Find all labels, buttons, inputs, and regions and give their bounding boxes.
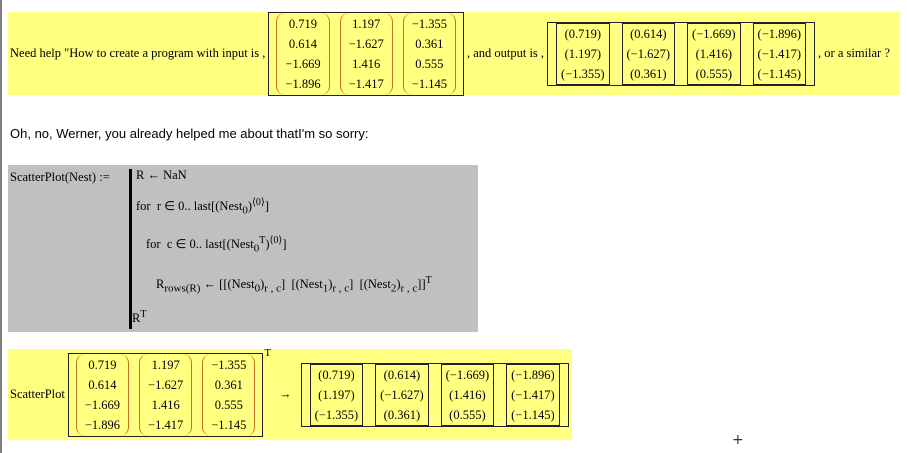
program-definition: ScatterPlot(Nest) := bbox=[10, 170, 110, 184]
matrix-cell: (−1.145) bbox=[757, 66, 802, 81]
matrix-cell: (−1.417) bbox=[757, 46, 802, 61]
output-nested-vector: (0.719) (1.197) (−1.355) bbox=[556, 22, 610, 85]
input-column-vector: 0.719 0.614 −1.669 −1.896 bbox=[276, 12, 330, 95]
matrix-cell: (−1.627) bbox=[626, 46, 671, 61]
program-line: R ← NaN bbox=[136, 168, 187, 182]
output-matrix: (0.719) (1.197) (−1.355) (0.614) (−1.627) (0.… bbox=[547, 21, 816, 86]
matrix-cell: −1.669 bbox=[285, 56, 321, 71]
matrix-cell: 0.614 bbox=[88, 377, 117, 392]
input-column-vector: −1.355 0.361 0.555 −1.145 bbox=[402, 12, 456, 95]
output-nested-vector: (−1.669) (1.416) (0.555) bbox=[687, 22, 741, 85]
output-nested-vector: (−1.896) (−1.417) (−1.145) bbox=[506, 363, 560, 426]
matrix-cell: (0.555) bbox=[449, 407, 486, 422]
program-region[interactable]: ScatterPlot(Nest) := R ← NaN for r ∈ 0..… bbox=[8, 165, 478, 332]
matrix-cell: 1.197 bbox=[352, 16, 381, 31]
matrix-cell: (−1.896) bbox=[511, 367, 555, 382]
matrix-cell: (−1.669) bbox=[445, 367, 490, 382]
matrix-cell: (1.197) bbox=[564, 46, 602, 61]
symbolic-arrow: → bbox=[279, 387, 292, 401]
matrix-cell: −1.896 bbox=[285, 76, 321, 91]
matrix-cell: (−1.627) bbox=[380, 387, 424, 402]
program-line: for c ∈ 0.. last[(Nest0T)⟨0⟩] bbox=[146, 235, 287, 255]
matrix-cell: 0.361 bbox=[214, 377, 243, 392]
input-matrix: 0.719 0.614 −1.669 −1.896 1.197 −1.627 1.416 −1… bbox=[268, 11, 464, 96]
output-matrix: (0.719) (1.197) (−1.355) (0.614) (−1.627) (0.… bbox=[300, 362, 569, 427]
program-line: Rrows(R) ← [[(Nest0)r , c] [(Nest1)r , c… bbox=[156, 275, 432, 295]
matrix-cell: (0.361) bbox=[383, 407, 421, 422]
question-middle: , and output is , bbox=[466, 46, 545, 60]
matrix-cell: −1.896 bbox=[84, 417, 121, 432]
program-line: RT bbox=[132, 309, 147, 326]
matrix-cell: −1.355 bbox=[211, 357, 247, 372]
matrix-cell: (0.361) bbox=[630, 66, 667, 81]
matrix-cell: (0.614) bbox=[630, 26, 667, 41]
window-edge bbox=[0, 0, 2, 453]
matrix-cell: 0.719 bbox=[88, 357, 117, 372]
input-column-vector: 0.719 0.614 −1.669 −1.896 bbox=[75, 353, 130, 436]
transpose-symbol: T bbox=[264, 347, 272, 359]
matrix-cell: −1.145 bbox=[411, 76, 447, 91]
matrix-cell: −1.145 bbox=[211, 417, 247, 432]
question-suffix: , or a similar ? bbox=[818, 46, 890, 60]
matrix-cell: (−1.417) bbox=[511, 387, 555, 402]
matrix-cell: (−1.669) bbox=[692, 26, 736, 41]
matrix-cell: (−1.355) bbox=[314, 407, 359, 422]
matrix-cell: (−1.355) bbox=[561, 66, 605, 81]
matrix-cell: −1.355 bbox=[411, 16, 447, 31]
input-column-vector: 1.197 −1.627 1.416 −1.417 bbox=[139, 353, 193, 436]
matrix-cell: 0.361 bbox=[415, 36, 444, 51]
output-nested-vector: (0.719) (1.197) (−1.355) bbox=[309, 363, 364, 426]
matrix-cell: (0.719) bbox=[564, 26, 602, 41]
program-body: R ← NaN for r ∈ 0.. last[(Nest0)⟨0⟩] for… bbox=[129, 168, 432, 329]
program-line: for r ∈ 0.. last[(Nest0)⟨0⟩] bbox=[136, 197, 270, 217]
note-text[interactable]: Oh, no, Werner, you already helped me ab… bbox=[10, 126, 369, 141]
evaluation-region[interactable]: ScatterPlot 0.719 0.614 −1.669 −1.896 1.197 −… bbox=[8, 347, 572, 440]
output-nested-vector: (−1.896) (−1.417) (−1.145) bbox=[752, 22, 807, 85]
output-nested-vector: (0.614) (−1.627) (0.361) bbox=[621, 22, 676, 85]
matrix-cell: (1.416) bbox=[695, 46, 733, 61]
matrix-cell: 0.719 bbox=[288, 16, 318, 31]
question-region[interactable]: Need help "How to create a program with … bbox=[8, 11, 900, 96]
matrix-cell: −1.669 bbox=[84, 397, 121, 412]
crosshair-cursor-icon: + bbox=[732, 432, 744, 448]
matrix-cell: (1.197) bbox=[318, 387, 355, 402]
matrix-cell: 1.197 bbox=[151, 357, 180, 372]
matrix-cell: (1.416) bbox=[449, 387, 486, 402]
matrix-cell: −1.627 bbox=[348, 36, 384, 51]
matrix-cell: (0.555) bbox=[695, 66, 733, 81]
input-matrix: 0.719 0.614 −1.669 −1.896 1.197 −1.627 1.416 −1… bbox=[67, 352, 264, 437]
input-column-vector: 1.197 −1.627 1.416 −1.417 bbox=[339, 12, 393, 95]
matrix-cell: 0.614 bbox=[288, 36, 318, 51]
question-prefix: Need help "How to create a program with … bbox=[10, 46, 266, 60]
matrix-cell: 0.555 bbox=[214, 397, 243, 412]
input-column-vector: −1.355 0.361 0.555 −1.145 bbox=[202, 353, 256, 436]
matrix-cell: −1.627 bbox=[148, 377, 184, 392]
matrix-cell: 0.555 bbox=[415, 56, 444, 71]
matrix-cell: −1.417 bbox=[348, 76, 384, 91]
matrix-cell: (−1.896) bbox=[757, 26, 802, 41]
matrix-cell: (0.719) bbox=[318, 367, 355, 382]
output-nested-vector: (−1.669) (1.416) (0.555) bbox=[440, 363, 495, 426]
matrix-cell: −1.417 bbox=[148, 417, 184, 432]
matrix-cell: (0.614) bbox=[383, 367, 421, 382]
output-nested-vector: (0.614) (−1.627) (0.361) bbox=[375, 363, 429, 426]
matrix-cell: 1.416 bbox=[151, 397, 180, 412]
matrix-cell: (−1.145) bbox=[511, 407, 555, 422]
matrix-cell: 1.416 bbox=[352, 56, 381, 71]
function-name: ScatterPlot bbox=[10, 387, 65, 401]
